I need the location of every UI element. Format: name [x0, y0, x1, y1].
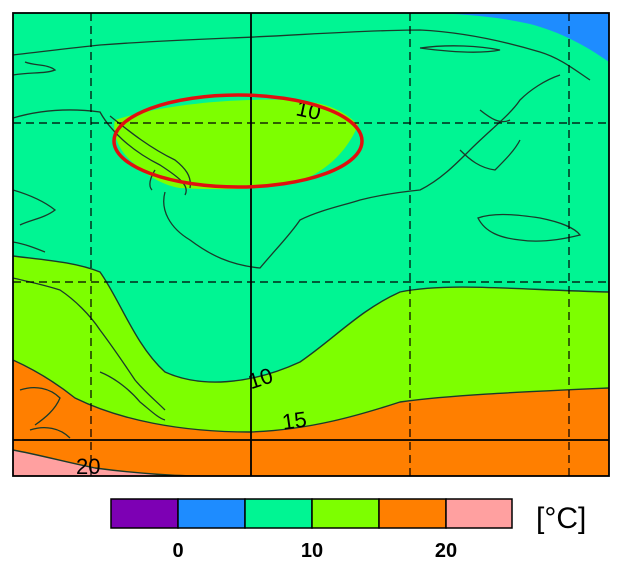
contour-label-15: 15	[280, 407, 308, 435]
legend-swatch-below-0	[110, 498, 179, 529]
map-frame	[12, 12, 610, 477]
graticule	[13, 13, 609, 476]
contour-label-20: 20	[76, 454, 100, 479]
band-10-15-north	[114, 99, 359, 190]
contour-10-south	[13, 255, 609, 383]
legend-swatch-20-25	[445, 498, 513, 529]
band-15-20	[13, 360, 609, 476]
legend-unit: [°C]	[536, 502, 586, 535]
contour-15	[13, 359, 609, 433]
band-20-25	[13, 450, 200, 476]
color-legend: 0 10 20 [°C]	[110, 498, 586, 562]
legend-swatch-0-5	[177, 498, 246, 529]
legend-tick-0: 0	[172, 540, 183, 562]
band-0-5-corner	[430, 13, 609, 62]
legend-tick-10: 10	[301, 540, 323, 562]
legend-swatch-15-20	[378, 498, 447, 529]
highlight-ellipse	[112, 93, 364, 189]
legend-swatch-10-15	[311, 498, 380, 529]
legend-tick-20: 20	[435, 540, 457, 562]
legend-swatch-5-10	[244, 498, 313, 529]
